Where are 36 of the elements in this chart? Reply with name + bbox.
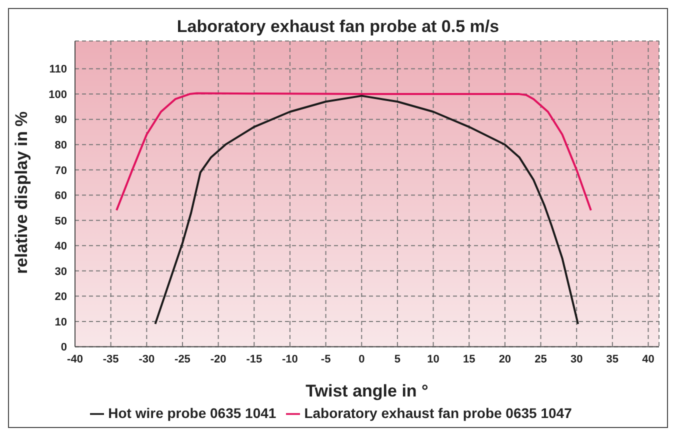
y-tick-label: 80 — [54, 139, 67, 152]
x-tick-label: -30 — [138, 354, 155, 366]
y-tick-label: 100 — [48, 88, 67, 101]
x-tick-label: -35 — [102, 354, 119, 366]
x-tick-label: -15 — [246, 354, 262, 366]
y-tick-label: 90 — [54, 114, 67, 126]
y-tick-label: 70 — [54, 164, 67, 177]
y-tick-label: 60 — [54, 190, 67, 202]
legend-label: Laboratory exhaust fan probe 0635 1047 — [304, 404, 572, 421]
y-tick-label: 40 — [54, 240, 67, 253]
y-tick-label: 50 — [54, 215, 67, 228]
y-tick-label: 110 — [49, 64, 67, 76]
y-tick-label: 0 — [60, 342, 67, 354]
x-tick-label: -10 — [282, 354, 298, 366]
x-tick-label: -25 — [174, 354, 190, 366]
x-tick-label: 5 — [394, 354, 401, 366]
x-tick-label: 20 — [498, 354, 512, 366]
x-tick-label: 10 — [427, 354, 440, 366]
chart-title: Laboratory exhaust fan probe at 0.5 m/s — [176, 17, 500, 37]
y-tick-label: 30 — [54, 266, 67, 278]
y-tick-label: 10 — [54, 316, 67, 328]
x-tick-label: 40 — [642, 354, 654, 366]
x-tick-label: 15 — [462, 354, 476, 366]
x-tick-label: -20 — [210, 354, 226, 366]
y-axis-title: relative display in % — [12, 111, 32, 274]
legend-label: Hot wire probe 0635 1041 — [108, 404, 276, 421]
y-tick-label: 20 — [54, 291, 67, 304]
x-tick-label: 35 — [606, 354, 619, 366]
x-tick-label: 0 — [358, 354, 365, 366]
x-tick-label: -5 — [320, 354, 331, 366]
line-series — [154, 94, 580, 325]
line-series — [116, 92, 592, 212]
x-axis-title: Twist angle in ° — [306, 382, 429, 401]
x-tick-label: 25 — [534, 354, 547, 366]
x-tick-label: -40 — [67, 354, 83, 366]
x-tick-label: 30 — [570, 354, 583, 366]
